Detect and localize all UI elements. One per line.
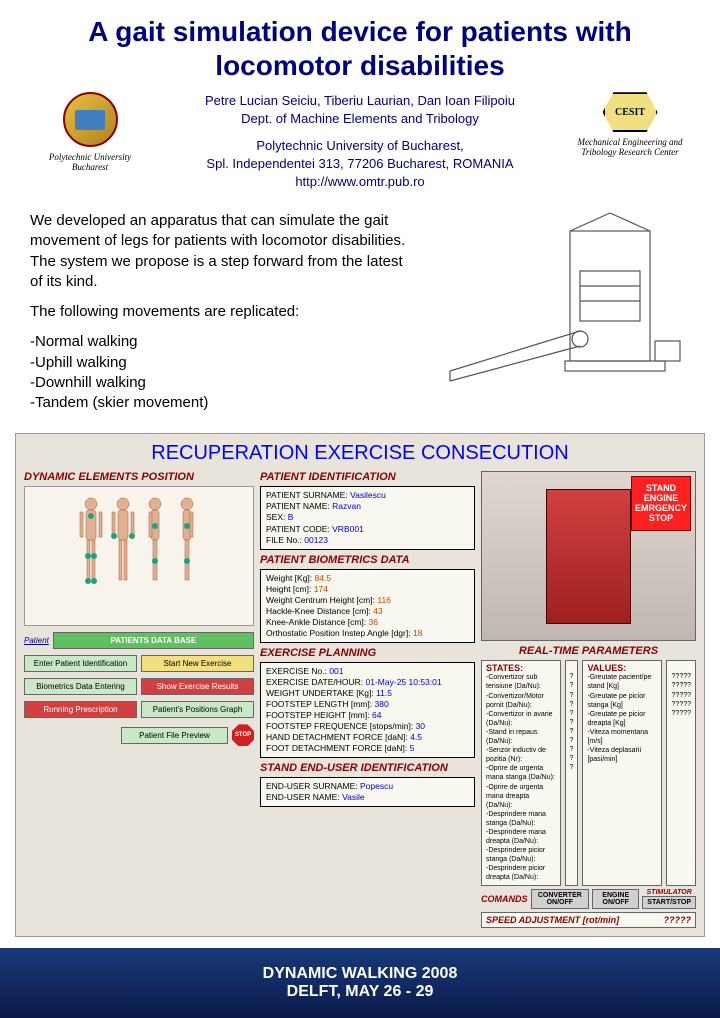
footer: DYNAMIC WALKING 2008 DELFT, MAY 26 - 29 [0,948,720,1018]
exercise-box: EXERCISE No.: 001 EXERCISE DATE/HOUR: 01… [260,662,475,758]
rt-states-col: STATES: -Convertizor sub tensiune (Da/Nu… [481,660,561,885]
positions-graph-button[interactable]: Patient's Positions Graph [141,701,254,718]
intro-item: -Tandem (skier movement) [30,393,410,413]
engine-button[interactable]: ENGINE ON/OFF [592,889,639,909]
start-exercise-button[interactable]: Start New Exercise [141,655,254,672]
dept-line: Dept. of Machine Elements and Tribology [150,110,570,128]
univ-line1: Polytechnic University of Bucharest, [150,137,570,155]
body-back-icon [109,496,137,616]
logo-right-caption: Mechanical Engineering and Tribology Res… [570,137,690,157]
body-side2-icon [173,496,201,616]
footer-line2: DELFT, MAY 26 - 29 [0,983,720,1001]
hdr-realtime: REAL-TIME PARAMETERS [481,645,696,657]
speed-label: SPEED ADJUSTMENT [rot/min] [486,915,619,925]
device-drawing-icon [430,211,690,391]
stimulator-button[interactable]: START/STOP [642,896,696,909]
stop-icon[interactable]: STOP [232,724,254,746]
enter-patient-button[interactable]: Enter Patient Identification [24,655,137,672]
realtime-section: STATES: -Convertizor sub tensiune (Da/Nu… [481,660,696,927]
left-column: DYNAMIC ELEMENTS POSITION [24,471,254,927]
rt-states-hdr: STATES: [486,663,556,673]
db-patient-label: Patient [24,636,49,645]
poster-root: A gait simulation device for patients wi… [0,0,720,1018]
converter-button[interactable]: CONVERTER ON/OFF [531,889,590,909]
stim-hdr: STIMULATOR [642,889,696,896]
logo-right: CESIT Mechanical Engineering and Tribolo… [570,92,690,157]
biometrics-button[interactable]: Biometrics Data Entering [24,678,137,695]
recuperation-panel: RECUPERATION EXERCISE CONSECUTION DYNAMI… [15,433,705,936]
rt-values-col: VALUES: -Greutate pacient/pe stand [Kg] … [582,660,662,885]
univ-line2: Spl. Independentei 313, 77206 Bucharest,… [150,155,570,173]
file-preview-button[interactable]: Patient File Preview [121,727,228,744]
right-column: STAND ENGINE EMRGENCY STOP REAL-TIME PAR… [481,471,696,927]
patient-id-box: PATIENT SURNAME: Vasilescu PATIENT NAME:… [260,486,475,549]
rt-unk-col: ????????????????????????? [666,660,696,885]
machine-photo: STAND ENGINE EMRGENCY STOP [481,471,696,641]
intro-p2: The following movements are replicated: [30,302,410,322]
header-row: Polytechnic University Bucharest Petre L… [0,92,720,191]
cesit-logo-icon: CESIT [603,92,658,132]
intro-item: -Downhill walking [30,373,410,393]
recup-title: RECUPERATION EXERCISE CONSECUTION [24,442,696,465]
authors-block: Petre Lucian Seiciu, Tiberiu Laurian, Da… [150,92,570,191]
speed-value: ????? [664,915,692,925]
show-results-button[interactable]: Show Exercise Results [141,678,254,695]
db-title-button[interactable]: PATIENTS DATA BASE [53,632,254,649]
enduser-box: END-USER SURNAME: Popescu END-USER NAME:… [260,777,475,807]
running-presc-button[interactable]: Running Prescription [24,701,137,718]
biometrics-box: Weight [Kg]: 84.5 Height [cm]: 174 Weigh… [260,569,475,643]
rt-values-hdr: VALUES: [587,663,657,673]
intro-p1: We developed an apparatus that can simul… [30,211,410,292]
machine-icon [546,489,631,623]
hdr-exercise: EXERCISE PLANNING [260,647,475,659]
recup-grid: DYNAMIC ELEMENTS POSITION [24,471,696,927]
body-figure [24,486,254,626]
intro-item: -Uphill walking [30,353,410,373]
rt-q-col: ??????????? [565,660,579,885]
authors-line: Petre Lucian Seiciu, Tiberiu Laurian, Da… [150,92,570,110]
logo-left-caption: Polytechnic University Bucharest [30,152,150,172]
hdr-dynamic: DYNAMIC ELEMENTS POSITION [24,471,254,483]
device-figure [430,211,690,391]
intro-item: -Normal walking [30,332,410,352]
emergency-stop-button[interactable]: STAND ENGINE EMRGENCY STOP [631,476,691,531]
hdr-enduser: STAND END-USER IDENTIFICATION [260,762,475,774]
cmd-hdr: COMANDS [481,894,528,904]
hdr-patient-id: PATIENT IDENTIFICATION [260,471,475,483]
intro-section: We developed an apparatus that can simul… [0,191,720,423]
logo-left: Polytechnic University Bucharest [30,92,150,172]
poster-title: A gait simulation device for patients wi… [0,0,720,92]
db-buttons: Patient PATIENTS DATA BASE Enter Patient… [24,632,254,746]
univ-logo-icon [63,92,118,147]
univ-url: http://www.omtr.pub.ro [150,173,570,191]
footer-line1: DYNAMIC WALKING 2008 [0,965,720,983]
body-side1-icon [141,496,169,616]
speed-row: SPEED ADJUSTMENT [rot/min] ????? [481,912,696,928]
intro-text: We developed an apparatus that can simul… [30,211,410,413]
hdr-biometrics: PATIENT BIOMETRICS DATA [260,554,475,566]
intro-list: -Normal walking -Uphill walking -Downhil… [30,332,410,413]
body-front-icon [77,496,105,616]
middle-column: PATIENT IDENTIFICATION PATIENT SURNAME: … [260,471,475,927]
